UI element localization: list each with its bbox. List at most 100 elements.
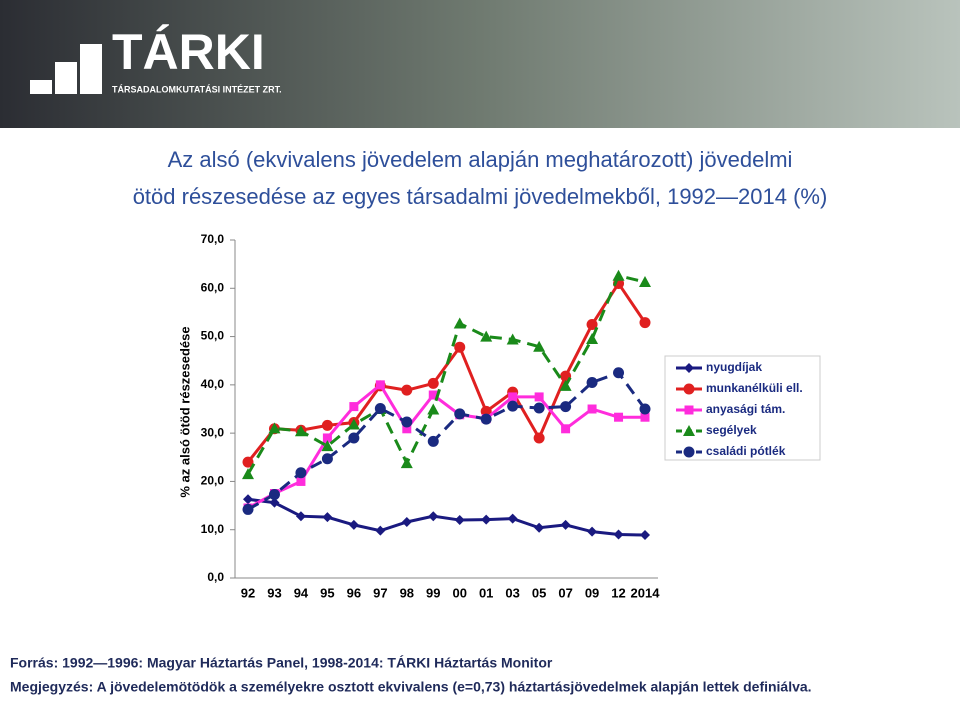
marker [349,402,359,412]
marker [428,390,438,400]
y-tick-label: 30,0 [201,425,225,439]
marker [586,332,599,344]
marker [612,269,625,281]
marker [533,432,545,444]
x-tick-label: 09 [585,585,599,600]
marker [586,319,598,330]
marker [242,468,254,480]
marker [454,341,466,353]
marker [560,519,571,530]
marker [454,515,465,526]
marker [428,511,439,522]
x-tick-label: 07 [558,585,572,600]
x-tick-label: 94 [294,585,309,600]
series-line [247,382,645,510]
legend-label: nyugdíjak [706,360,762,374]
marker [480,330,493,342]
marker [480,413,492,425]
marker [639,276,651,288]
marker [587,404,597,414]
marker [402,424,412,434]
x-tick-label: 03 [505,585,519,600]
legend-marker [683,425,695,436]
marker [507,513,518,524]
marker [375,380,385,390]
marker [560,401,572,413]
marker [640,530,650,541]
marker [454,408,466,420]
chart-title: ötöd részesedése az egyes társadalmi jöv… [133,184,828,209]
marker [347,418,360,430]
marker [401,416,413,428]
marker [534,392,544,402]
x-tick-label: 93 [267,585,281,600]
marker [427,403,440,415]
y-tick-label: 10,0 [201,522,225,536]
legend-marker [684,363,694,373]
marker [401,516,412,527]
marker [296,476,306,486]
marker [508,392,518,402]
marker [243,494,253,505]
marker [587,526,598,537]
legend-label: munkanélküli ell. [706,381,803,395]
marker [321,419,333,431]
marker [321,440,334,452]
x-tick-label: 2014 [631,585,661,600]
x-tick-label: 05 [532,585,546,600]
marker [400,457,413,469]
x-tick-label: 01 [479,585,493,600]
marker [401,384,413,396]
y-tick-label: 20,0 [201,474,225,488]
x-tick-label: 99 [426,585,440,600]
marker [294,425,307,437]
source-note: Forrás: 1992—1996: Magyar Háztartás Pane… [10,655,553,671]
marker [613,529,624,540]
marker [561,424,571,434]
series-line [247,497,646,537]
marker [295,467,307,479]
marker [507,400,519,412]
chart-title: Az alsó (ekvivalens jövedelem alapján me… [168,147,793,172]
marker [640,412,650,422]
marker [295,511,306,522]
series-line [246,280,647,464]
y-tick-label: 0,0 [207,570,224,584]
marker [534,522,545,533]
marker [322,512,333,523]
series-line [247,370,647,511]
marker [639,403,651,415]
marker [533,340,546,352]
x-tick-label: 12 [611,585,625,600]
marker [614,412,624,422]
marker [374,403,386,415]
legend-label: segélyek [706,423,757,437]
x-tick-label: 96 [347,585,361,600]
logo-steps [30,44,102,94]
marker [242,503,254,515]
marker [639,317,651,329]
y-tick-label: 40,0 [201,377,225,391]
marker [453,317,466,329]
marker [268,422,281,434]
legend-label: családi pótlék [706,444,786,458]
marker [348,432,360,444]
y-tick-label: 70,0 [201,232,225,246]
marker [481,514,492,525]
marker [427,377,439,389]
footnote: Megjegyzés: A jövedelemötödök a személye… [10,679,812,695]
marker [242,456,254,468]
legend-label: anyasági tám. [706,402,785,416]
marker [375,525,386,536]
marker [533,402,545,414]
marker [269,497,280,508]
marker [268,488,280,500]
marker [348,519,359,530]
x-tick-label: 00 [452,585,466,600]
y-tick-label: 50,0 [201,329,225,343]
marker [559,379,572,391]
y-axis-title: % az alsó ötöd részesedése [177,326,192,497]
x-tick-label: 92 [241,585,255,600]
marker [586,376,598,388]
